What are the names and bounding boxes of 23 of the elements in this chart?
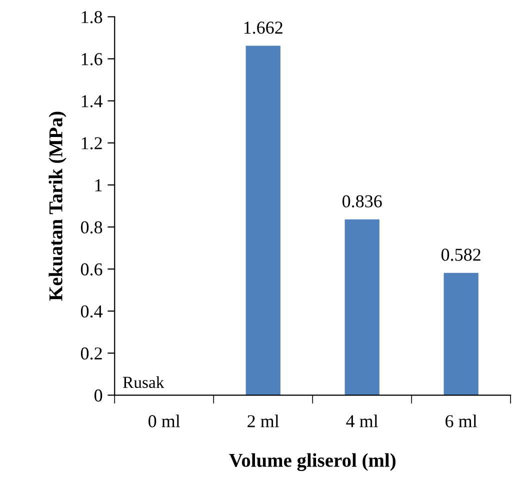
y-tick-label: 1.2 xyxy=(82,137,102,150)
x-tick-label: 6 ml xyxy=(446,414,478,428)
x-tick-label: 4 ml xyxy=(346,414,378,428)
data-label: 0.836 xyxy=(342,195,382,208)
bar xyxy=(246,46,280,396)
data-label: 0.582 xyxy=(441,248,480,261)
y-tick-label: 1.6 xyxy=(82,53,102,66)
bar xyxy=(444,272,478,396)
y-tick-label: 0 xyxy=(94,389,102,402)
y-tick-label: 0.8 xyxy=(80,221,102,234)
x-tick-label: 2 ml xyxy=(248,414,280,428)
y-tick-label: 1.4 xyxy=(82,95,103,108)
x-axis-title: Volume gliserol (ml) xyxy=(229,453,396,471)
y-tick-label: 0.2 xyxy=(80,347,102,360)
y-axis-title: Kekuatan Tarik (MPa) xyxy=(48,112,66,301)
y-tick-label: 1 xyxy=(95,179,102,192)
annotation: Rusak xyxy=(123,376,164,388)
bar xyxy=(344,219,380,396)
y-tick-label: 1.8 xyxy=(82,11,102,24)
data-label: 1.662 xyxy=(244,22,282,34)
x-tick-label: 0 ml xyxy=(148,414,180,428)
y-tick-label: 0.6 xyxy=(80,263,102,276)
y-tick-label: 0.4 xyxy=(80,305,103,318)
